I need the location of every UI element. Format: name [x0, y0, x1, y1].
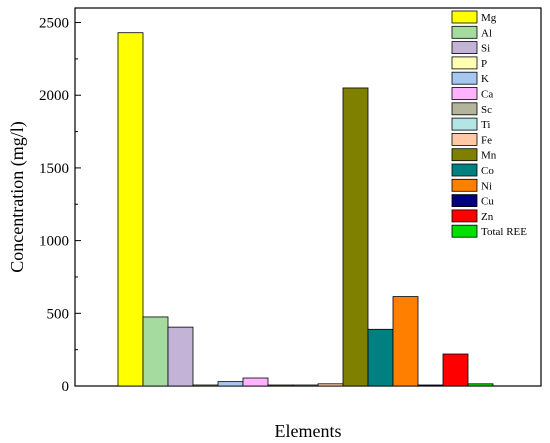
legend-label: Ti	[481, 119, 490, 131]
legend-label: Mn	[481, 150, 497, 162]
legend-swatch	[451, 41, 478, 54]
bar-total-ree	[467, 383, 494, 387]
y-tick-label: 500	[47, 306, 70, 322]
bar-ni	[392, 296, 419, 387]
y-tick-label: 0	[62, 379, 70, 395]
bar-k	[217, 381, 244, 387]
legend-label: Al	[481, 27, 492, 39]
legend-label: Mg	[481, 12, 497, 24]
legend-swatch	[451, 194, 478, 208]
y-tick-label: 2000	[39, 88, 69, 104]
bar-ca	[242, 377, 269, 387]
legend-swatch	[451, 56, 478, 70]
legend-label: Ca	[481, 89, 493, 101]
legend-label: K	[481, 73, 489, 85]
legend-label: Zn	[481, 211, 494, 223]
bar-sc	[267, 384, 294, 387]
bar-al	[142, 316, 169, 387]
legend-label: Si	[481, 43, 490, 55]
legend-swatch	[451, 178, 478, 192]
legend-label: Fe	[481, 134, 492, 146]
bar-zn	[442, 353, 469, 387]
legend-swatch	[451, 224, 478, 238]
legend-swatch	[451, 117, 478, 131]
legend-label: Ni	[481, 180, 492, 192]
legend-swatch	[451, 10, 478, 24]
y-axis-title: Concentration (mg/l)	[7, 121, 28, 272]
bar-mg	[117, 32, 144, 387]
legend-swatch	[451, 71, 478, 85]
legend-label: Total REE	[481, 226, 527, 238]
legend: Mg Al Si PK Ca Sc Ti Fe Mn Co Ni Cu Zn Total REE	[451, 10, 527, 238]
legend-swatch	[451, 209, 478, 223]
legend-swatch	[451, 148, 478, 162]
legend-swatch	[451, 102, 478, 116]
y-axis-ticks: 0 500 1000 1500 2000 2500	[39, 16, 81, 395]
y-tick-label: 2500	[39, 16, 69, 32]
legend-label: Cu	[481, 196, 494, 208]
legend-label: P	[481, 58, 487, 70]
y-tick-label: 1000	[39, 234, 69, 250]
bar-mn	[342, 87, 369, 387]
legend-label: Sc	[481, 104, 492, 116]
bar-cu	[417, 384, 444, 387]
bar-si	[167, 326, 194, 387]
legend-swatch	[451, 25, 478, 39]
bar-ti	[292, 384, 319, 387]
bar-fe	[317, 383, 344, 387]
y-tick-label: 1500	[39, 161, 69, 177]
bar-co	[367, 328, 394, 387]
legend-swatch	[451, 87, 478, 100]
bar-p	[192, 384, 219, 387]
legend-swatch	[451, 132, 478, 146]
legend-swatch	[451, 163, 478, 177]
legend-label: Co	[481, 165, 494, 177]
bars	[117, 32, 494, 387]
x-axis-title: Elements	[275, 421, 342, 441]
